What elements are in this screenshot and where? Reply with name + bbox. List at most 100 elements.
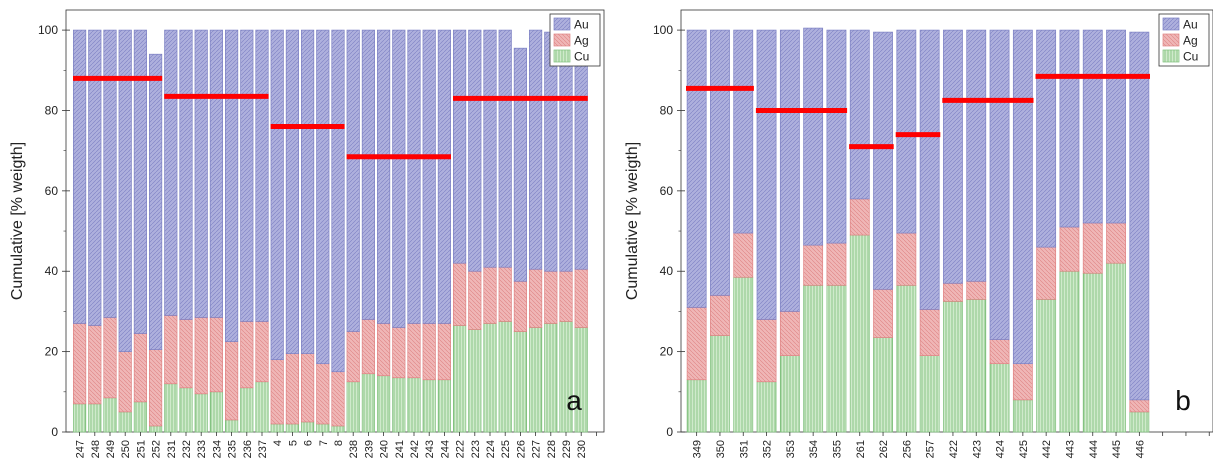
bar-ag (103, 317, 117, 399)
x-tick-label: 444 (1088, 440, 1100, 458)
bar-ag (826, 242, 847, 286)
legend-label-au: Au (1183, 18, 1198, 32)
bar-ag (966, 280, 987, 300)
bar-au (73, 29, 87, 324)
bar-ag (73, 323, 87, 405)
bar-ag (1012, 363, 1033, 401)
x-tick-label: 445 (1111, 440, 1123, 458)
bar-ag (346, 331, 360, 383)
x-tick-label: 442 (1041, 440, 1053, 458)
y-tick-label: 60 (660, 184, 674, 198)
bar-au (513, 47, 527, 282)
y-tick-label: 40 (660, 264, 674, 278)
bar-cu (1059, 270, 1080, 433)
bar-ag (316, 363, 330, 425)
bar-ag (118, 351, 132, 413)
bar-cu (733, 276, 754, 433)
x-tick-label: 248 (90, 440, 102, 458)
y-tick-label: 80 (660, 103, 674, 117)
x-tick-label: 5 (287, 440, 299, 446)
legend-label-cu: Cu (1183, 50, 1198, 64)
bar-ag (194, 317, 208, 395)
legend-swatch-au (553, 17, 571, 31)
x-tick-label: 250 (120, 440, 132, 458)
bar-ag (468, 270, 482, 330)
x-tick-label: 355 (831, 440, 843, 458)
bar-ag (896, 232, 917, 286)
bar-cu (919, 355, 940, 433)
bar-au (733, 29, 754, 234)
y-tick-label: 40 (45, 264, 59, 278)
legend-label-ag: Ag (574, 34, 589, 48)
legend-swatch-au (1162, 17, 1180, 31)
bar-cu (270, 423, 284, 433)
bar-au (803, 27, 824, 246)
bar-cu (574, 327, 588, 433)
bar-au (270, 29, 284, 361)
bar-cu (468, 329, 482, 433)
bar-cu (209, 391, 223, 433)
bar-cu (346, 381, 360, 433)
x-tick-label: 446 (1134, 440, 1146, 458)
bar-au (483, 29, 497, 268)
bar-cu (118, 411, 132, 433)
x-tick-label: 229 (561, 440, 573, 458)
x-tick-label: 257 (925, 440, 937, 458)
x-tick-label: 223 (470, 440, 482, 458)
x-tick-label: 239 (363, 440, 375, 458)
y-tick-label: 0 (51, 425, 58, 439)
bar-au (194, 29, 208, 318)
bar-au (498, 29, 512, 268)
bar-au (88, 29, 102, 326)
bar-cu (88, 403, 102, 433)
bar-ag (756, 319, 777, 383)
bar-ag (225, 341, 239, 421)
bar-cu (686, 379, 707, 433)
x-tick-label: 227 (531, 440, 543, 458)
bar-au (209, 29, 223, 318)
bar-au (361, 29, 375, 320)
bar-au (919, 29, 940, 310)
bar-au (179, 29, 193, 320)
bar-cu (377, 375, 391, 433)
x-tick-label: 238 (348, 440, 360, 458)
x-tick-label: 226 (515, 440, 527, 458)
bar-ag (179, 319, 193, 389)
bar-cu (179, 387, 193, 433)
legend-swatch-cu (1162, 49, 1180, 63)
bar-au (164, 29, 178, 316)
x-tick-label: 240 (379, 440, 391, 458)
bar-au (826, 29, 847, 244)
bar-ag (803, 244, 824, 286)
bar-ag (686, 307, 707, 381)
bar-cu (422, 379, 436, 433)
x-tick-label: 225 (500, 440, 512, 458)
x-tick-label: 234 (211, 440, 223, 458)
x-tick-label: 236 (242, 440, 254, 458)
bar-au (377, 29, 391, 324)
y-axis-label: Cumulative [% weigth] (9, 142, 26, 300)
chart-panel-b: 0 20 40 60 80 100 Cumulative [% weigth] 349 350 3… (624, 9, 1213, 458)
x-tick-label: 232 (181, 440, 193, 458)
bar-cu (1012, 399, 1033, 433)
bar-au (1059, 29, 1080, 228)
bar-au (544, 31, 558, 272)
bar-au (103, 29, 117, 318)
bar-au (422, 29, 436, 324)
bar-cu (896, 284, 917, 433)
bar-cu (483, 323, 497, 433)
bar-cu (316, 423, 330, 433)
bar-au (285, 29, 299, 354)
bar-cu (1106, 262, 1126, 433)
bar-au (779, 29, 800, 312)
bar-ag (407, 323, 421, 379)
bar-ag (873, 288, 893, 338)
bar-ag (1082, 222, 1103, 274)
bar-ag (133, 333, 147, 403)
bar-au (873, 31, 893, 290)
bar-ag (574, 268, 588, 328)
bar-au (1129, 31, 1150, 401)
bar-au (453, 29, 467, 264)
bar-cu (225, 419, 239, 433)
x-tick-label: 224 (485, 440, 497, 458)
